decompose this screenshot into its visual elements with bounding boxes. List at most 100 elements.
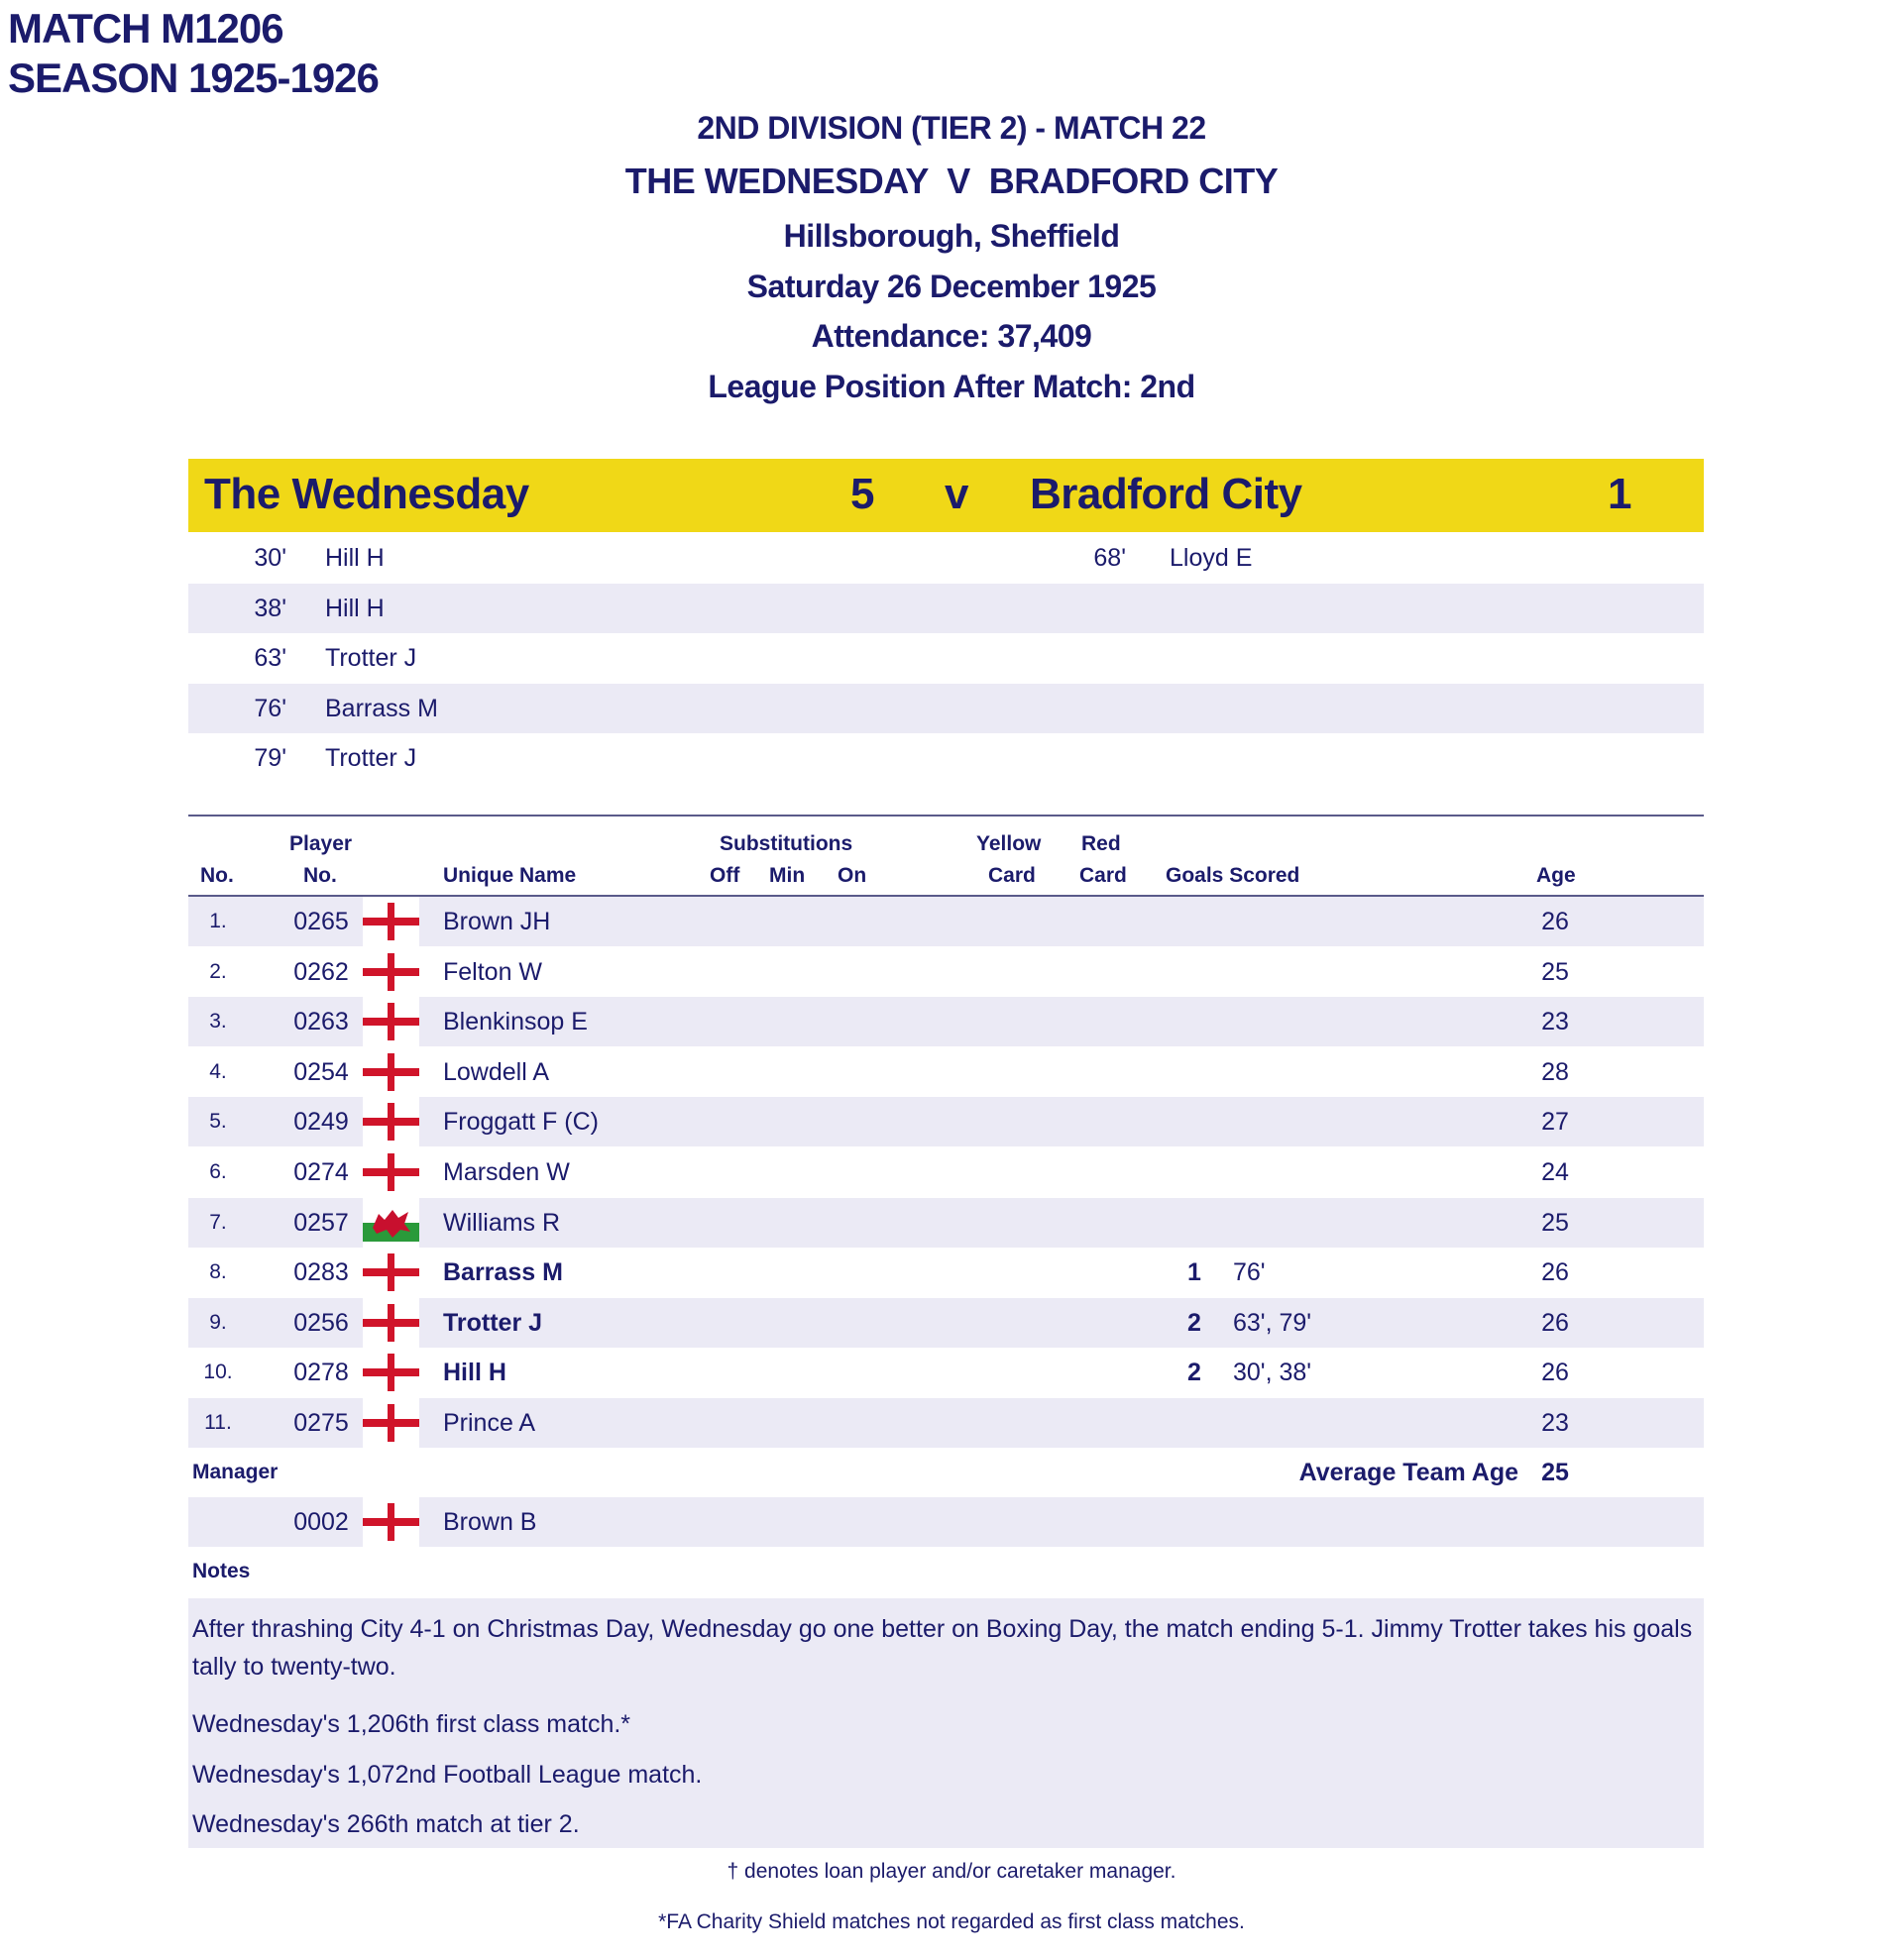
manager-name: Brown B [443,1508,537,1536]
goal-row: 76' Barrass M [188,683,1704,733]
player-position-no: 5. [209,1110,227,1134]
player-name: Froggatt F (C) [443,1108,599,1137]
notes-label: Notes [192,1560,251,1582]
away-score: 1 [1608,470,1631,518]
manager-player-no: 0002 [293,1508,349,1536]
player-position-no: 1. [209,910,227,932]
home-goal-scorer: Hill H [325,594,385,622]
header-player-no-2: No. [303,864,337,887]
header-on: On [838,864,867,887]
england-flag-icon [363,1248,419,1298]
goal-row: 38' Hill H [188,583,1704,633]
home-goal-scorer: Trotter J [325,744,417,772]
notes-box: After thrashing City 4-1 on Christmas Da… [188,1598,1704,1848]
player-age: 25 [1541,957,1569,986]
goals-count: 2 [1187,1308,1201,1337]
player-position-no: 3. [209,1010,227,1034]
player-position-no: 11. [204,1411,232,1434]
table-row: 4. 0254 Lowdell A 28 [188,1046,1704,1097]
manager-label: Manager [192,1461,279,1483]
match-date: Saturday 26 December 1925 [746,269,1157,304]
versus: v [945,470,968,518]
player-age: 26 [1541,1359,1569,1387]
score-bar: The Wednesday 5 v Bradford City 1 [188,459,1704,532]
player-name: Barrass M [443,1258,563,1287]
england-flag-icon [363,1147,419,1197]
season: SEASON 1925-1926 [8,54,380,101]
goal-row: 63' Trotter J [188,633,1704,683]
goal-row: 79' Trotter J [188,733,1704,783]
player-no: 0256 [293,1308,349,1337]
home-score: 5 [850,470,874,518]
goal-row: 30' Hill H 68' Lloyd E [188,533,1704,583]
player-name: Hill H [443,1359,506,1387]
table-row: 7. 0257 Williams R 25 [188,1197,1704,1248]
average-age: 25 [1541,1459,1569,1486]
england-flag-icon [363,1297,419,1348]
player-age: 27 [1541,1108,1569,1137]
away-goal-minute [1061,584,1126,633]
table-row: 6. 0274 Marsden W 24 [188,1147,1704,1197]
divider [188,815,1704,817]
table-row: 8. 0283 Barrass M 1 76' 26 [188,1248,1704,1298]
england-flag-icon [363,1046,419,1097]
england-flag-icon [363,1398,419,1448]
header-unique-name: Unique Name [443,864,577,887]
player-age: 23 [1541,1008,1569,1036]
goals-count [1179,1097,1209,1146]
table-row: 1. 0265 Brown JH 26 [188,897,1704,946]
player-no: 0257 [293,1208,349,1237]
note-3: Wednesday's 1,072nd Football League matc… [192,1761,703,1789]
footnote-loan: † denotes loan player and/or caretaker m… [727,1860,1176,1883]
goal-minutes: 76' [1233,1258,1266,1287]
wales-flag-icon [363,1197,419,1248]
player-age: 26 [1541,1308,1569,1337]
home-team: The Wednesday [204,470,529,518]
home-goal-scorer: Barrass M [325,694,438,722]
goals-count: 1 [1187,1258,1201,1287]
venue: Hillsborough, Sheffield [783,218,1120,254]
header-age: Age [1536,864,1576,887]
fixture: THE WEDNESDAY V BRADFORD CITY [624,161,1279,201]
england-flag-icon [363,997,419,1047]
table-row: 9. 0256 Trotter J 2 63', 79' 26 [188,1297,1704,1348]
player-no: 0275 [293,1409,349,1437]
note-4: Wednesday's 266th match at tier 2. [192,1810,580,1838]
header-goals-scored: Goals Scored [1166,864,1300,887]
player-no: 0263 [293,1008,349,1036]
england-flag-icon [363,1097,419,1147]
player-no: 0283 [293,1258,349,1287]
player-name: Marsden W [443,1158,570,1186]
goals-count [1179,1047,1209,1097]
player-name: Lowdell A [443,1057,550,1086]
player-age: 25 [1541,1208,1569,1237]
home-goal-minute: 79' [254,744,286,772]
goals-count [1179,1198,1209,1248]
goals-count [1179,947,1209,997]
table-row: 5. 0249 Froggatt F (C) 27 [188,1097,1704,1147]
manager-row: 0002 Brown B [188,1497,1704,1547]
header-red-2: Card [1079,864,1127,887]
player-name: Prince A [443,1409,536,1437]
home-goal-scorer: Trotter J [325,644,417,672]
player-name: Williams R [443,1208,561,1237]
goals-count [1179,997,1209,1046]
player-age: 26 [1541,908,1569,935]
player-age: 28 [1541,1057,1569,1086]
player-position-no: 2. [209,959,227,983]
player-no: 0274 [293,1158,349,1186]
player-no: 0262 [293,957,349,986]
player-position-no: 9. [209,1310,227,1334]
league-position: League Position After Match: 2nd [708,369,1195,404]
table-row: 10. 0278 Hill H 2 30', 38' 26 [188,1348,1704,1398]
header-min: Min [769,864,806,887]
away-team: Bradford City [1030,470,1302,518]
header-substitutions: Substitutions [720,832,853,855]
table-row: 2. 0262 Felton W 25 [188,946,1704,997]
away-goal-minute [1061,633,1126,683]
header-divider [188,895,1704,897]
player-position-no: 6. [209,1160,227,1183]
player-name: Felton W [443,957,543,986]
notes-label-row: Notes [188,1547,1704,1596]
home-goal-minute: 38' [254,594,286,622]
